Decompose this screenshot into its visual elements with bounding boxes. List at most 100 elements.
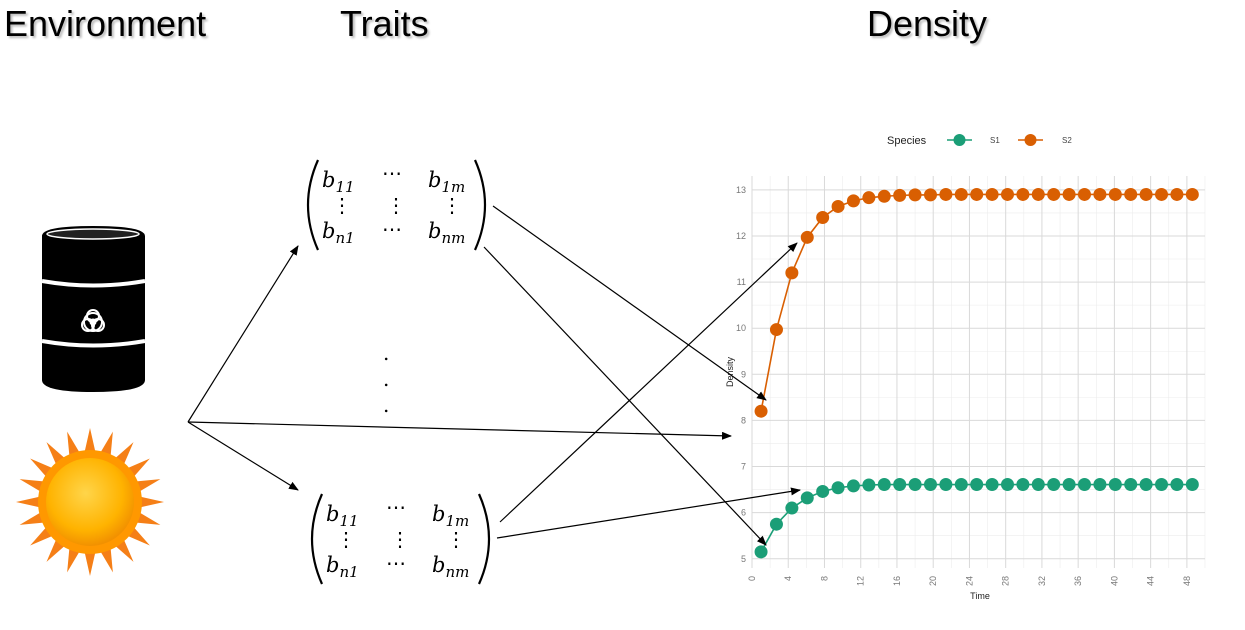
chart-legend: Species S1 S2	[887, 134, 1072, 147]
legend-s2-marker	[1024, 134, 1037, 146]
data-point-s2	[800, 230, 814, 244]
matrix-bottom-bnm: b	[432, 553, 445, 577]
x-tick-label: 32	[1037, 576, 1047, 586]
y-tick-label: 6	[741, 508, 746, 518]
data-point-s1	[1047, 478, 1061, 492]
x-tick-label: 36	[1073, 576, 1083, 586]
sun-icon	[16, 428, 164, 576]
data-point-s2	[1047, 187, 1061, 201]
data-point-s2	[923, 188, 937, 202]
data-point-s1	[862, 478, 876, 492]
matrix-top-b1m: b	[428, 168, 441, 192]
y-tick-label: 10	[736, 323, 746, 333]
x-tick-label: 8	[819, 576, 829, 581]
y-tick-label: 11	[737, 277, 746, 287]
y-tick-label: 9	[741, 369, 746, 379]
y-tick-label: 8	[741, 415, 746, 425]
data-point-s2	[816, 211, 830, 225]
data-point-s2	[1016, 187, 1030, 201]
trait-matrix-top: b11 ⋯ b1m ⋮ ⋮ ⋮ bn1 ⋯ bnm	[306, 159, 487, 251]
data-point-s1	[1016, 478, 1030, 492]
arrow-top-matrix-to-s1-start	[483, 246, 767, 546]
influence-arrows	[187, 205, 801, 546]
x-tick-label: 16	[892, 576, 902, 586]
matrix-top-hdots-1: ⋯	[382, 161, 402, 185]
matrix-top-bn1: b	[322, 219, 335, 243]
biohazard-barrel-icon	[41, 226, 146, 392]
data-point-s1	[1078, 478, 1092, 492]
sun-ray	[16, 495, 45, 509]
data-point-s2	[785, 266, 799, 280]
svg-text:b1m: b1m	[432, 502, 469, 530]
data-point-s2	[1093, 187, 1107, 201]
y-axis-label: Density	[725, 356, 735, 387]
svg-text:.: .	[383, 367, 389, 391]
x-tick-label: 4	[783, 576, 793, 581]
heading-environment: Environment	[4, 3, 207, 44]
data-point-s2	[985, 187, 999, 201]
data-point-s2	[862, 191, 876, 205]
x-tick-label: 28	[1001, 576, 1011, 586]
data-point-s2	[970, 187, 984, 201]
data-point-s2	[846, 194, 860, 208]
matrix-bottom-b11: b	[326, 502, 339, 526]
data-point-s2	[1155, 187, 1169, 201]
data-point-s1	[985, 478, 999, 492]
arrow-bottom-matrix-to-s2-curve	[499, 242, 798, 523]
heading-density: Density	[867, 3, 988, 44]
svg-text:bn1: bn1	[326, 553, 359, 581]
x-tick-label: 44	[1146, 576, 1156, 586]
x-tick-label: 24	[964, 576, 974, 586]
y-tick-label: 7	[741, 462, 746, 472]
data-point-s2	[1062, 187, 1076, 201]
data-point-s1	[769, 517, 783, 531]
matrix-top-vdots-2: ⋮	[386, 193, 406, 217]
legend-s1-label: S1	[990, 136, 1000, 145]
svg-text:bnm: bnm	[428, 219, 465, 247]
data-point-s2	[893, 188, 907, 202]
data-point-s1	[1155, 478, 1169, 492]
data-point-s2	[831, 199, 845, 213]
legend-title: Species	[887, 135, 927, 147]
data-point-s1	[1185, 478, 1199, 492]
y-tick-label: 12	[736, 231, 746, 241]
data-point-s1	[846, 479, 860, 493]
x-tick-label: 12	[856, 576, 866, 586]
arrow-top-matrix-to-s2-start	[492, 205, 767, 401]
data-point-s2	[754, 404, 768, 418]
data-point-s2	[1078, 187, 1092, 201]
data-point-s2	[1139, 187, 1153, 201]
matrix-bottom-b1m: b	[432, 502, 445, 526]
x-tick-label: 40	[1109, 576, 1119, 586]
data-point-s2	[954, 187, 968, 201]
x-tick-label: 0	[747, 576, 757, 581]
data-point-s1	[923, 478, 937, 492]
data-point-s1	[785, 501, 799, 515]
data-point-s1	[816, 484, 830, 498]
data-point-s1	[754, 545, 768, 559]
heading-traits: Traits	[340, 3, 429, 44]
matrix-top-vdots-1: ⋮	[332, 193, 352, 217]
arrow-env-to-top-matrix	[187, 245, 299, 423]
matrix-ellipsis: . . .	[383, 341, 389, 417]
data-point-s1	[1062, 478, 1076, 492]
trait-matrix-bottom: b11 ⋯ b1m ⋮ ⋮ ⋮ bn1 ⋯ bnm	[310, 493, 491, 585]
data-point-s1	[1124, 478, 1138, 492]
matrix-top-b11: b	[322, 168, 335, 192]
matrix-bottom-vdots-3: ⋮	[446, 527, 466, 551]
matrix-bottom-bn1: b	[326, 553, 339, 577]
sun-ray	[83, 547, 97, 576]
data-point-s1	[800, 491, 814, 505]
matrix-top-hdots-2: ⋯	[382, 217, 402, 241]
svg-text:.: .	[383, 393, 389, 417]
data-point-s2	[769, 323, 783, 337]
data-point-s1	[1031, 478, 1045, 492]
matrix-bottom-hdots-1: ⋯	[386, 495, 406, 519]
x-axis-label: Time	[970, 591, 990, 601]
data-point-s2	[1124, 187, 1138, 201]
data-point-s1	[1139, 478, 1153, 492]
data-point-s1	[893, 478, 907, 492]
y-tick-label: 5	[741, 554, 746, 564]
